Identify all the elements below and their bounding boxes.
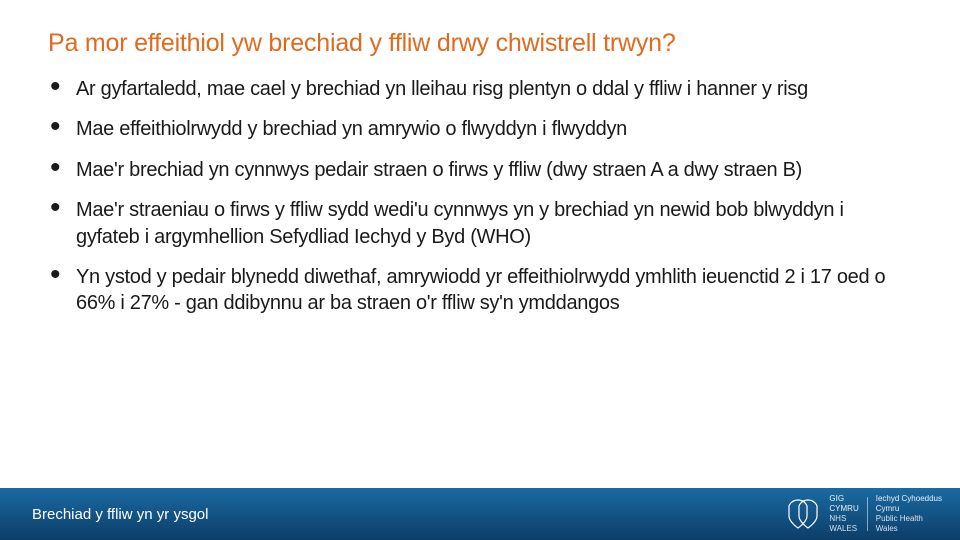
footer-bar: Brechiad y ffliw yn yr ysgol GIG CYMRU N… bbox=[0, 488, 960, 540]
logo-text-phw: Iechyd Cyhoeddus Cymru Public Health Wal… bbox=[876, 494, 942, 534]
bullet-item: Mae effeithiolrwydd y brechiad yn amrywi… bbox=[48, 116, 912, 142]
logo-divider bbox=[867, 497, 868, 531]
logo-text-nhs: GIG CYMRU NHS WALES bbox=[829, 494, 858, 534]
slide-content: Ar gyfartaledd, mae cael y brechiad yn l… bbox=[0, 68, 960, 488]
bullet-list: Ar gyfartaledd, mae cael y brechiad yn l… bbox=[48, 76, 912, 317]
logo-phw-en2: Wales bbox=[876, 524, 898, 534]
bullet-item: Yn ystod y pedair blynedd diwethaf, amry… bbox=[48, 264, 912, 317]
bullet-item: Mae'r brechiad yn cynnwys pedair straen … bbox=[48, 157, 912, 183]
logo-nhs-en: NHS bbox=[829, 514, 846, 524]
logo-nhs-cy: GIG bbox=[829, 494, 844, 504]
footer-text: Brechiad y ffliw yn yr ysgol bbox=[32, 506, 208, 523]
logo-phw-en1: Public Health bbox=[876, 514, 923, 524]
bullet-item: Ar gyfartaledd, mae cael y brechiad yn l… bbox=[48, 76, 912, 102]
logo-nhs-en2: WALES bbox=[829, 524, 857, 534]
slide-title: Pa mor effeithiol yw brechiad y ffliw dr… bbox=[0, 0, 960, 68]
logo-phw-cy1: Iechyd Cyhoeddus bbox=[876, 494, 942, 504]
logo-nhs-cy2: CYMRU bbox=[829, 504, 858, 514]
footer-logo: GIG CYMRU NHS WALES Iechyd Cyhoeddus Cym… bbox=[785, 494, 942, 534]
nhs-wales-logo-icon bbox=[785, 496, 821, 532]
logo-phw-cy2: Cymru bbox=[876, 504, 900, 514]
slide: Pa mor effeithiol yw brechiad y ffliw dr… bbox=[0, 0, 960, 540]
bullet-item: Mae'r straeniau o firws y ffliw sydd wed… bbox=[48, 197, 912, 250]
